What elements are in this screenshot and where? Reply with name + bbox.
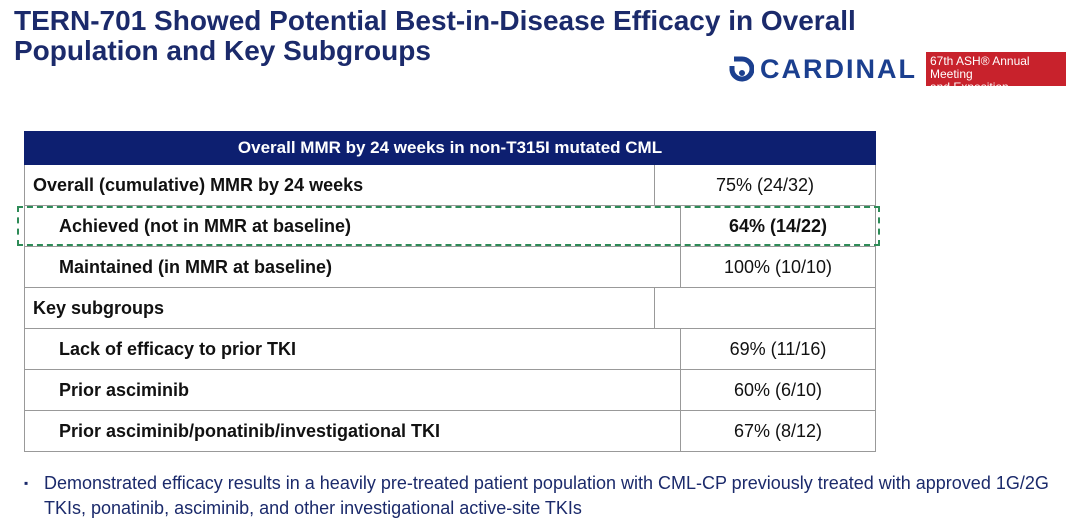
- row-label: Prior asciminib/ponatinib/investigationa…: [25, 411, 681, 451]
- title-line: Population and Key Subgroups: [14, 35, 431, 66]
- slide-title: TERN-701 Showed Potential Best-in-Diseas…: [14, 6, 856, 66]
- table-row: Overall (cumulative) MMR by 24 weeks 75% …: [24, 165, 876, 206]
- bullet-marker: ▪: [24, 476, 29, 490]
- row-value: [655, 288, 875, 328]
- logo-icon: [729, 56, 754, 81]
- row-label: Prior asciminib: [25, 370, 681, 410]
- table: Overall MMR by 24 weeks in non-T315I mut…: [17, 131, 880, 452]
- row-value: 75% (24/32): [715, 174, 815, 195]
- row-value: 69% (11/16): [729, 338, 827, 359]
- logo: CARDINAL: [728, 54, 917, 85]
- highlight-box: [17, 206, 880, 246]
- row-label: Overall (cumulative) MMR by 24 weeks: [25, 165, 655, 205]
- logo-text: CARDINAL: [760, 54, 917, 84]
- table-row: Achieved (not in MMR at baseline) 64% (14…: [17, 206, 880, 247]
- bullet-list: ▪ Demonstrated efficacy results in a heav…: [24, 471, 1074, 521]
- row-value: 60% (6/10): [733, 379, 823, 400]
- table-row: Prior asciminib 60% (6/10): [24, 370, 876, 411]
- row-value: 100% (10/10): [723, 256, 833, 277]
- table-row: Maintained (in MMR at baseline) 100% (10/…: [24, 247, 876, 288]
- row-label: Key subgroups: [25, 288, 655, 328]
- badge-line: and Exposition: [930, 80, 1009, 94]
- row-label: Achieved (not in MMR at baseline): [25, 206, 681, 246]
- row-label: Lack of efficacy to prior TKI: [25, 329, 681, 369]
- table-row: Lack of efficacy to prior TKI 69% (11/16): [24, 329, 876, 370]
- table-row: Key subgroups: [24, 288, 876, 329]
- badge-line: 67th ASH® Annual Meeting: [930, 54, 1030, 81]
- table-row: Prior asciminib/ponatinib/investigationa…: [24, 411, 876, 452]
- row-label: Maintained (in MMR at baseline): [25, 247, 681, 287]
- row-value: 67% (8/12): [733, 420, 823, 441]
- table-title: Overall MMR by 24 weeks in non-T315I mut…: [24, 131, 876, 165]
- conference-badge: 67th ASH® Annual Meeting and Exposition: [926, 52, 1066, 94]
- title-line: TERN-701 Showed Potential Best-in-Diseas…: [14, 5, 856, 36]
- bullet-text: Demonstrated efficacy results in a heavi…: [44, 473, 1049, 518]
- row-value: 64% (14/22): [728, 215, 828, 236]
